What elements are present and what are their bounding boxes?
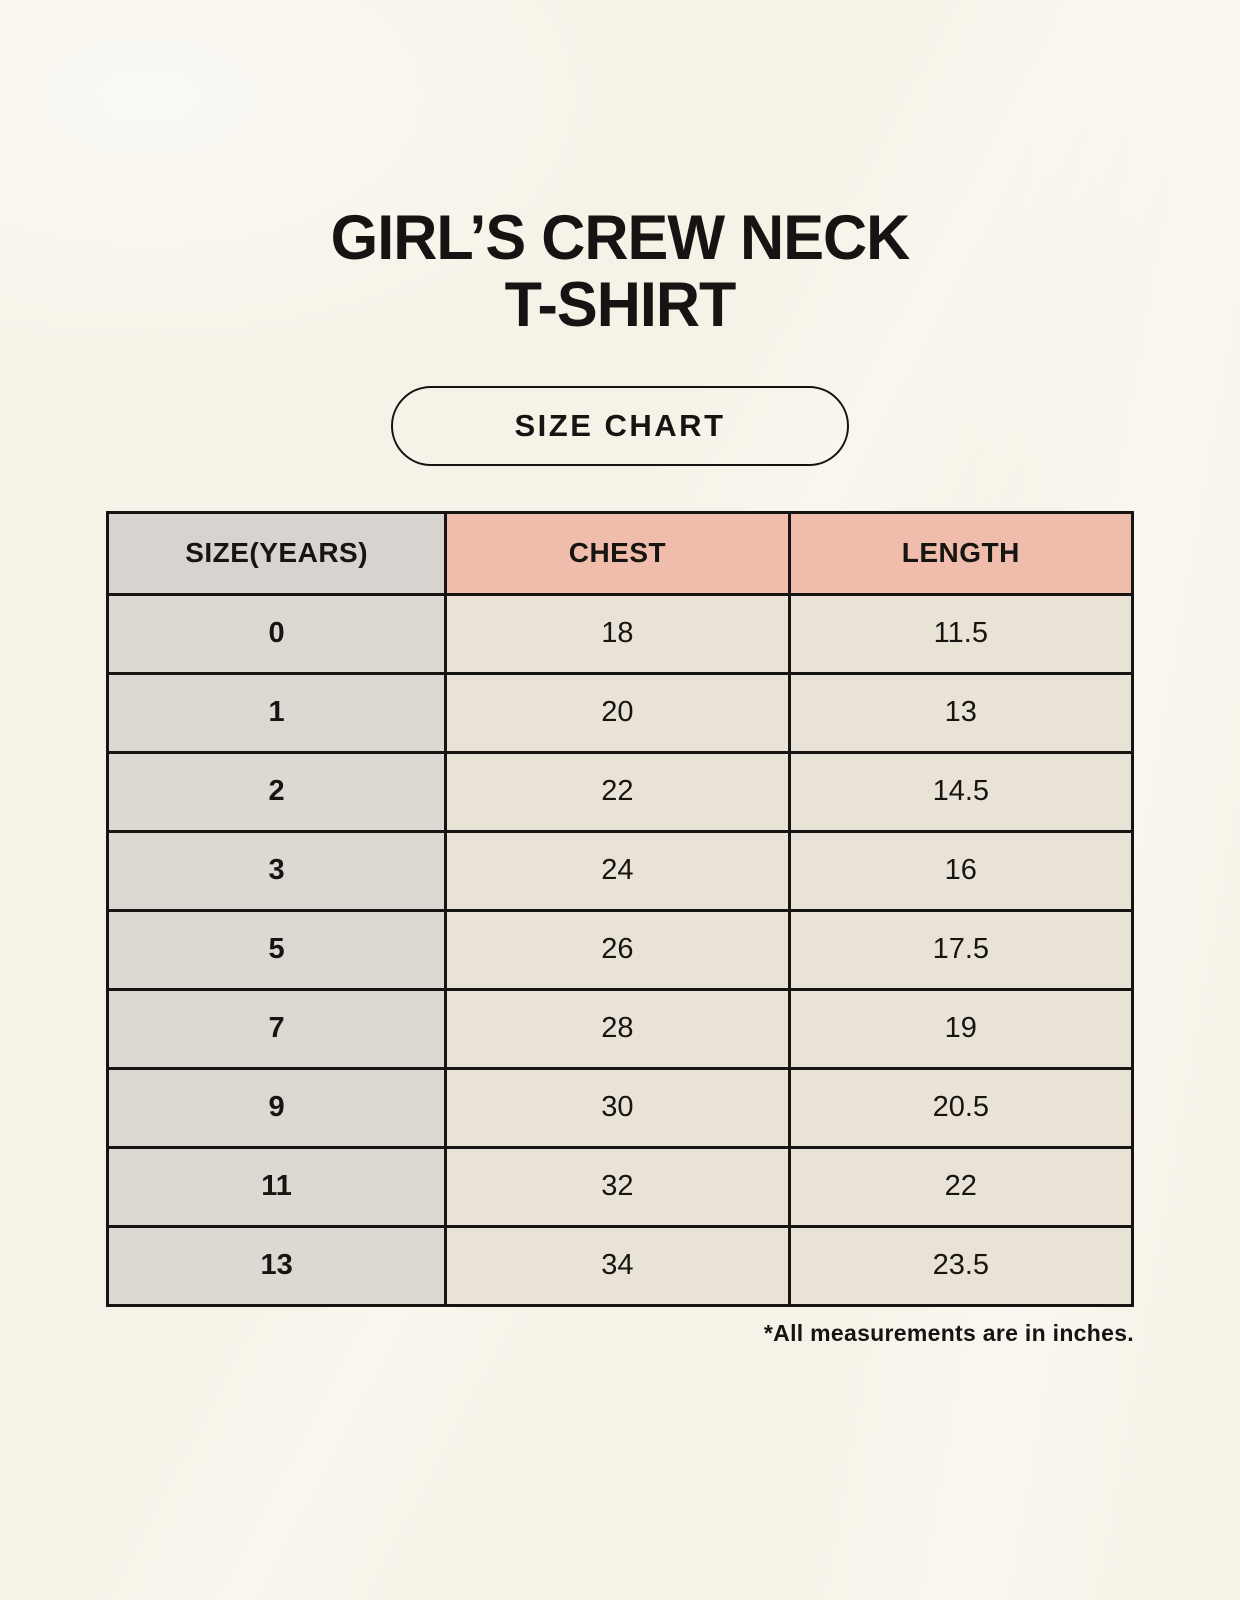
table-row: 9 30 20.5 xyxy=(105,1066,1135,1149)
size-chart-badge-label: SIZE CHART xyxy=(514,407,726,443)
cell-size-years: 7 xyxy=(105,987,448,1070)
column-header-chest: CHEST xyxy=(444,510,791,596)
cell-length: 20.5 xyxy=(787,1066,1135,1149)
size-table: SIZE(YEARS) CHEST LENGTH 0 18 11.5 1 20 13 2 22… xyxy=(105,510,1135,1307)
table-row: 11 32 22 xyxy=(105,1145,1135,1228)
table-row: 2 22 14.5 xyxy=(105,750,1135,833)
cell-length: 14.5 xyxy=(787,750,1135,833)
cell-length: 23.5 xyxy=(787,1224,1135,1307)
size-table-body: 0 18 11.5 1 20 13 2 22 14.5 3 24 16 5 26 17.5 7 28 19 9 30 2… xyxy=(105,592,1135,1307)
cell-length: 19 xyxy=(787,987,1135,1070)
table-row: 7 28 19 xyxy=(105,987,1135,1070)
cell-chest: 28 xyxy=(444,987,791,1070)
cell-length: 17.5 xyxy=(787,908,1135,991)
page-title: GIRL’S CREW NECK T-SHIRT xyxy=(121,205,1118,339)
cell-size-years: 3 xyxy=(105,829,448,912)
cell-chest: 18 xyxy=(444,592,791,675)
cell-length: 22 xyxy=(787,1145,1135,1228)
cell-size-years: 11 xyxy=(105,1145,448,1228)
table-row: 1 20 13 xyxy=(105,671,1135,754)
table-row: 13 34 23.5 xyxy=(105,1224,1135,1307)
cell-length: 16 xyxy=(787,829,1135,912)
cell-chest: 20 xyxy=(444,671,791,754)
cell-chest: 24 xyxy=(444,829,791,912)
table-header-row: SIZE(YEARS) CHEST LENGTH xyxy=(105,510,1135,596)
column-header-size-years: SIZE(YEARS) xyxy=(105,510,448,596)
cell-chest: 32 xyxy=(444,1145,791,1228)
cell-size-years: 1 xyxy=(105,671,448,754)
cell-length: 11.5 xyxy=(787,592,1135,675)
page-title-line-1: GIRL’S CREW NECK xyxy=(330,203,911,273)
cell-chest: 22 xyxy=(444,750,791,833)
table-row: 3 24 16 xyxy=(105,829,1135,912)
size-chart-badge: SIZE CHART xyxy=(391,385,849,466)
cell-size-years: 5 xyxy=(105,908,448,991)
cell-size-years: 0 xyxy=(105,592,448,675)
cell-length: 13 xyxy=(787,671,1135,754)
measurements-footnote: *All measurements are in inches. xyxy=(763,1319,1134,1346)
cell-size-years: 2 xyxy=(105,750,448,833)
cell-size-years: 13 xyxy=(105,1224,448,1307)
cell-chest: 30 xyxy=(444,1066,791,1149)
size-chart-page: GIRL’S CREW NECK T-SHIRT SIZE CHART SIZE… xyxy=(105,0,1135,1347)
column-header-length: LENGTH xyxy=(787,510,1135,596)
table-row: 5 26 17.5 xyxy=(105,908,1135,991)
table-row: 0 18 11.5 xyxy=(105,592,1135,675)
cell-chest: 26 xyxy=(444,908,791,991)
page-title-line-2: T-SHIRT xyxy=(504,269,737,340)
cell-chest: 34 xyxy=(444,1224,791,1307)
cell-size-years: 9 xyxy=(105,1066,448,1149)
